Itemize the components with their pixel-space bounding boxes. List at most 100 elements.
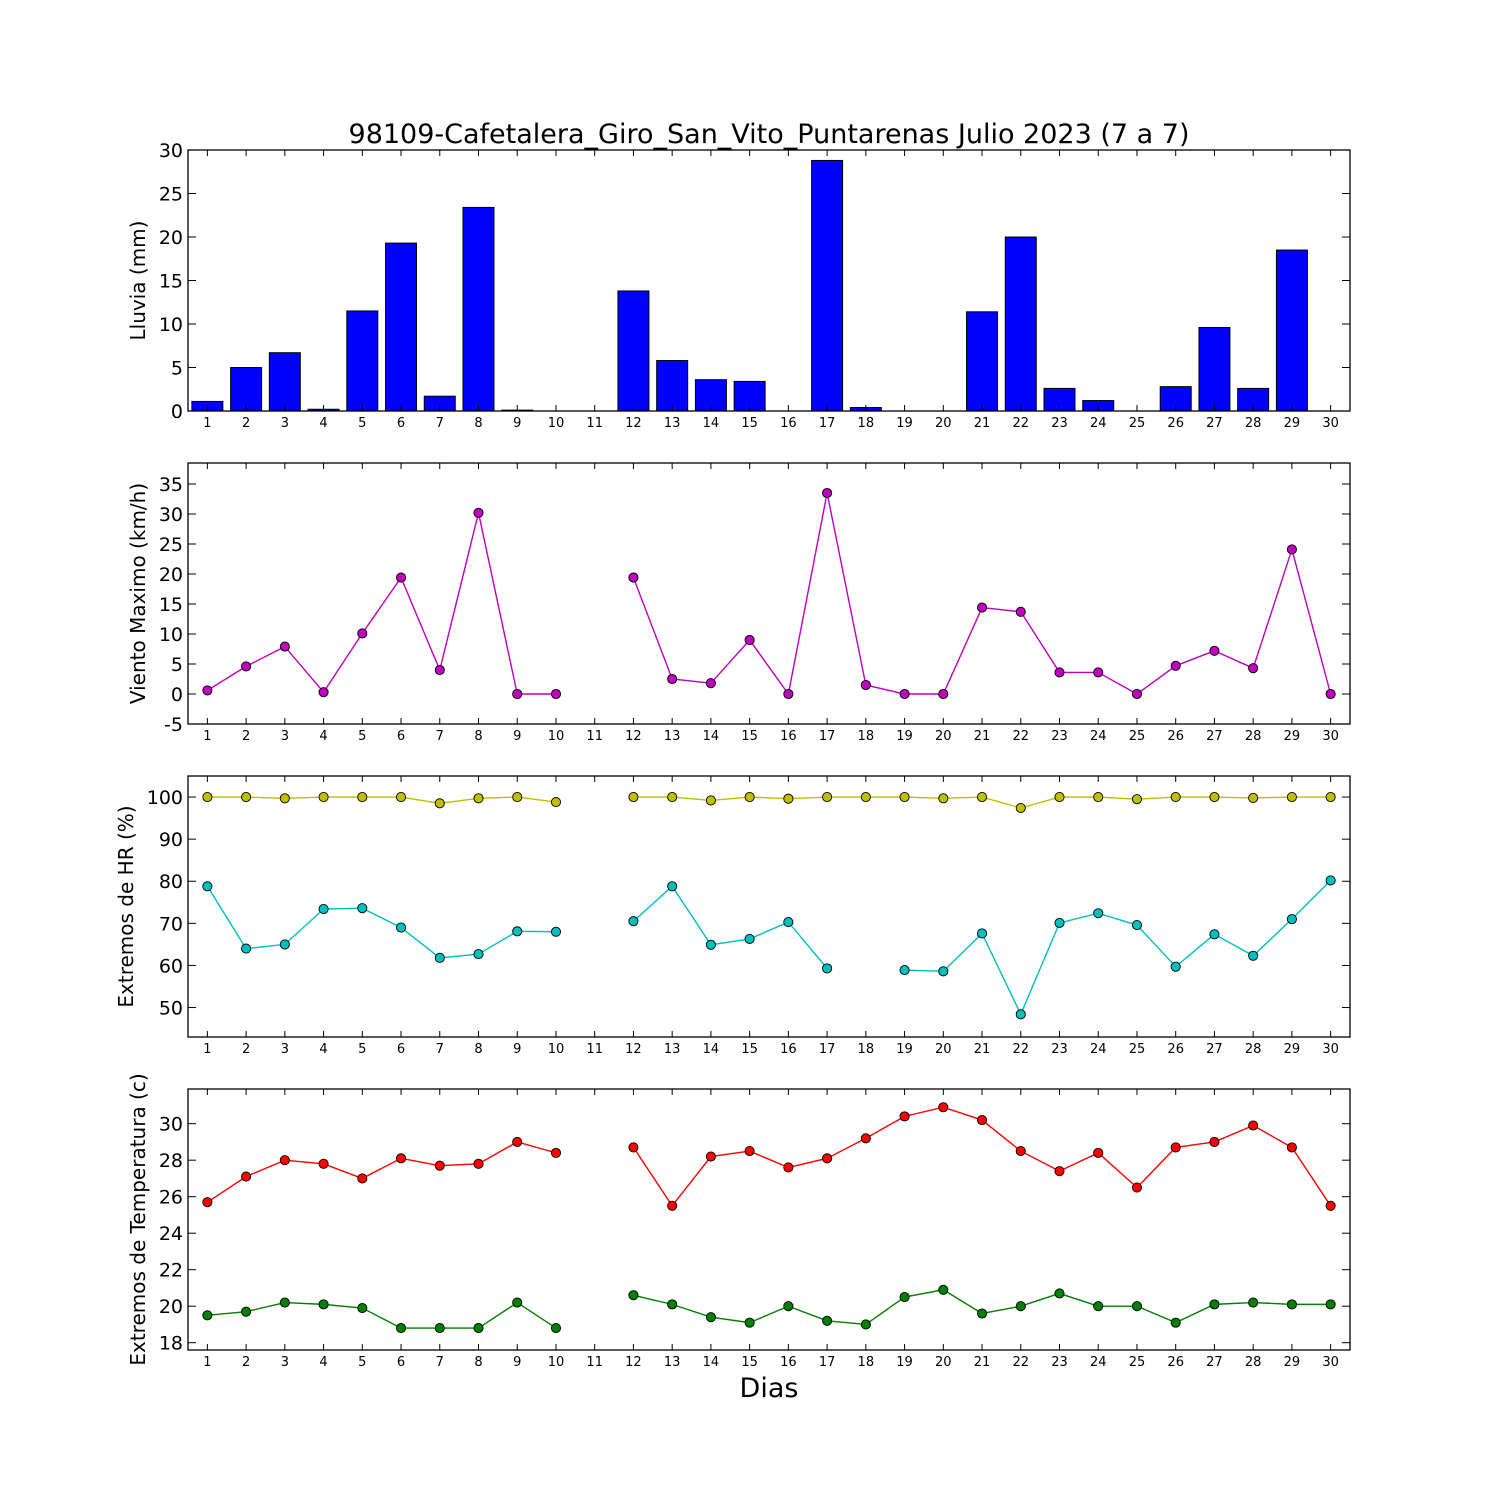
data-point-s2-day-7 (434, 1323, 445, 1334)
y-tick-label: 25 (159, 184, 183, 206)
data-point-s2-day-23 (1054, 917, 1065, 928)
data-point-s1-day-17 (822, 1153, 833, 1164)
data-point-s1-day-24 (1093, 667, 1104, 678)
x-tick-label: 5 (358, 416, 366, 431)
x-tick-label: 23 (1051, 729, 1068, 744)
bar-day-5 (346, 310, 379, 412)
y-axis-label: Lluvia (mm) (126, 221, 150, 341)
data-point-s1-day-28 (1248, 663, 1259, 674)
x-tick-label: 29 (1284, 1042, 1301, 1057)
x-tick-label: 8 (474, 1042, 482, 1057)
x-tick-label: 28 (1245, 1042, 1262, 1057)
data-point-s1-day-9 (512, 1136, 523, 1147)
data-point-s1-day-18 (860, 1133, 871, 1144)
y-tick-label: 35 (159, 474, 183, 496)
panel-4: 1 2 3 4 5 6 7 8 9 10 11 12 13 14 15 16 17 18 19 20 21 22 23 24 2… (126, 1073, 1351, 1370)
data-point-s1-day-16 (783, 793, 794, 804)
data-point-s1-day-17 (822, 487, 833, 499)
x-tick-label: 4 (319, 1042, 327, 1057)
x-tick-label: 30 (1322, 1355, 1339, 1370)
data-point-s1-day-14 (705, 795, 716, 806)
y-tick-label: 100 (147, 787, 183, 809)
x-tick-label: 13 (664, 416, 681, 431)
data-point-s2-day-27 (1209, 929, 1220, 940)
y-tick-label: 20 (159, 564, 183, 586)
x-tick-label: 7 (436, 416, 444, 431)
x-tick-label: 21 (974, 1355, 991, 1370)
data-point-s1-day-8 (473, 793, 484, 804)
bar-day-17 (811, 159, 844, 412)
data-point-s1-day-18 (860, 679, 871, 691)
data-point-s1-day-6 (395, 572, 407, 583)
bar-day-12 (617, 290, 650, 412)
x-tick-label: 6 (397, 1042, 405, 1057)
data-point-s1-day-21 (976, 1114, 988, 1126)
x-tick-label: 7 (436, 729, 444, 744)
x-tick-label: 12 (625, 416, 642, 431)
data-point-s1-day-14 (705, 678, 716, 689)
data-point-s2-day-2 (241, 943, 252, 954)
x-tick-label: 19 (896, 1355, 913, 1370)
bar-day-21 (966, 311, 999, 412)
x-tick-label: 14 (703, 416, 720, 431)
data-point-s2-day-20 (938, 1284, 949, 1295)
data-point-s2-day-10 (550, 926, 562, 937)
data-point-s1-day-27 (1209, 645, 1220, 656)
data-point-s2-day-14 (705, 1312, 716, 1323)
data-point-s1-day-29 (1286, 544, 1297, 555)
x-tick-label: 21 (974, 416, 991, 431)
data-point-s2-day-5 (357, 1302, 368, 1314)
data-point-s1-day-9 (512, 688, 523, 700)
data-point-s1-day-15 (744, 792, 755, 803)
data-point-s1-day-8 (473, 1158, 484, 1169)
data-point-s1-day-5 (357, 792, 368, 803)
x-tick-label: 18 (858, 1042, 875, 1057)
data-point-s1-day-19 (899, 792, 910, 803)
x-tick-label: 2 (242, 416, 250, 431)
y-axis-label: Extremos de Temperatura (c) (126, 1073, 150, 1365)
x-tick-label: 4 (319, 729, 327, 744)
x-tick-label: 11 (586, 1355, 603, 1370)
x-tick-label: 7 (436, 1355, 444, 1370)
y-axis-label: Extremos de HR (%) (114, 805, 138, 1007)
x-tick-label: 1 (203, 416, 211, 431)
data-point-s1-day-4 (318, 1158, 329, 1169)
data-point-s1-day-14 (705, 1151, 716, 1162)
data-point-s2-day-15 (744, 933, 755, 944)
data-point-s1-day-25 (1131, 1182, 1143, 1193)
data-point-s2-day-5 (357, 903, 368, 914)
data-point-s2-day-22 (1015, 1301, 1026, 1312)
x-tick-label: 18 (858, 729, 875, 744)
x-tick-label: 11 (586, 1042, 603, 1057)
data-point-s1-day-3 (279, 793, 290, 804)
data-point-s2-day-12 (628, 1290, 639, 1301)
data-point-s1-day-23 (1054, 1166, 1065, 1177)
x-tick-label: 3 (281, 416, 289, 431)
x-tick-label: 30 (1322, 416, 1339, 431)
x-tick-label: 5 (358, 1042, 366, 1057)
y-tick-label: 18 (159, 1333, 183, 1355)
data-point-s2-day-27 (1209, 1299, 1220, 1310)
x-tick-label: 29 (1284, 416, 1301, 431)
y-tick-label: 10 (159, 314, 183, 336)
x-tick-label: 27 (1206, 729, 1223, 744)
y-tick-label: 26 (159, 1187, 183, 1209)
data-point-s1-day-5 (357, 1173, 368, 1184)
data-point-s2-day-2 (241, 1306, 252, 1317)
data-point-s2-day-19 (899, 1292, 910, 1303)
bar-day-6 (385, 242, 418, 412)
data-point-s2-day-9 (512, 926, 523, 937)
x-tick-label: 10 (548, 1355, 565, 1370)
x-tick-label: 18 (858, 1355, 875, 1370)
data-point-s1-day-20 (938, 793, 949, 804)
data-point-s2-day-20 (938, 966, 949, 977)
data-point-s2-day-21 (976, 1308, 988, 1319)
data-point-s1-day-7 (434, 798, 445, 809)
x-tick-label: 22 (1012, 1355, 1029, 1370)
x-tick-label: 20 (935, 416, 952, 431)
data-point-s2-day-12 (628, 916, 639, 927)
y-tick-label: 22 (159, 1260, 183, 1282)
x-tick-label: 14 (703, 1355, 720, 1370)
x-tick-label: 20 (935, 1042, 952, 1057)
